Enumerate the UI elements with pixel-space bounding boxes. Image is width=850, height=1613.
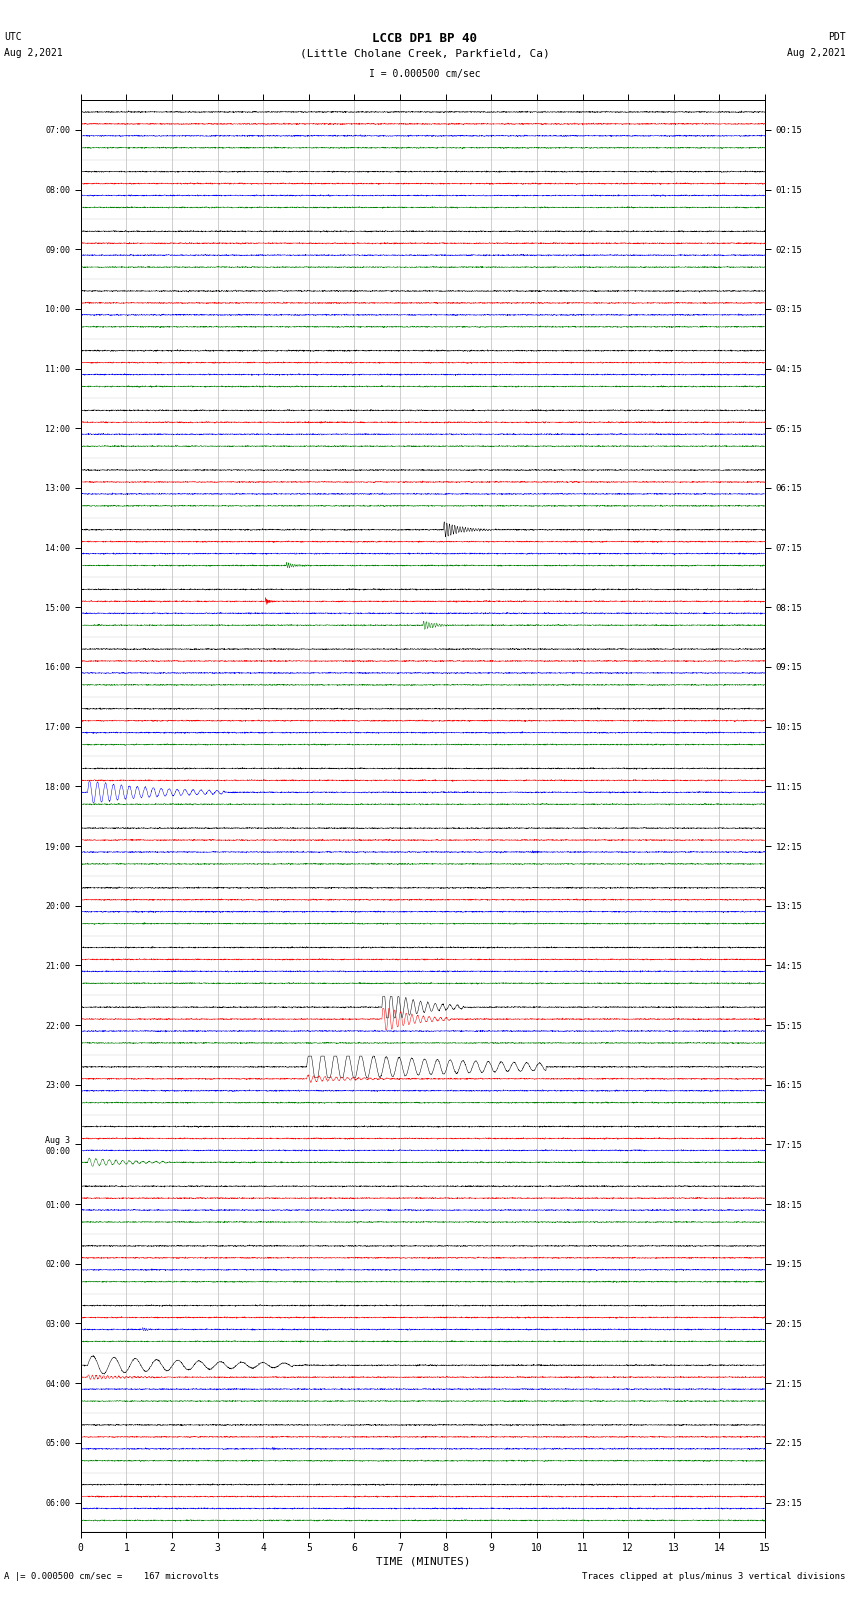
Text: Traces clipped at plus/minus 3 vertical divisions: Traces clipped at plus/minus 3 vertical … — [582, 1571, 846, 1581]
Text: PDT: PDT — [828, 32, 846, 42]
X-axis label: TIME (MINUTES): TIME (MINUTES) — [376, 1557, 470, 1566]
Text: LCCB DP1 BP 40: LCCB DP1 BP 40 — [372, 32, 478, 45]
Text: UTC: UTC — [4, 32, 22, 42]
Text: Aug 2,2021: Aug 2,2021 — [787, 48, 846, 58]
Text: A |= 0.000500 cm/sec =    167 microvolts: A |= 0.000500 cm/sec = 167 microvolts — [4, 1571, 219, 1581]
Text: (Little Cholane Creek, Parkfield, Ca): (Little Cholane Creek, Parkfield, Ca) — [300, 48, 550, 58]
Text: I = 0.000500 cm/sec: I = 0.000500 cm/sec — [369, 69, 481, 79]
Text: Aug 2,2021: Aug 2,2021 — [4, 48, 63, 58]
